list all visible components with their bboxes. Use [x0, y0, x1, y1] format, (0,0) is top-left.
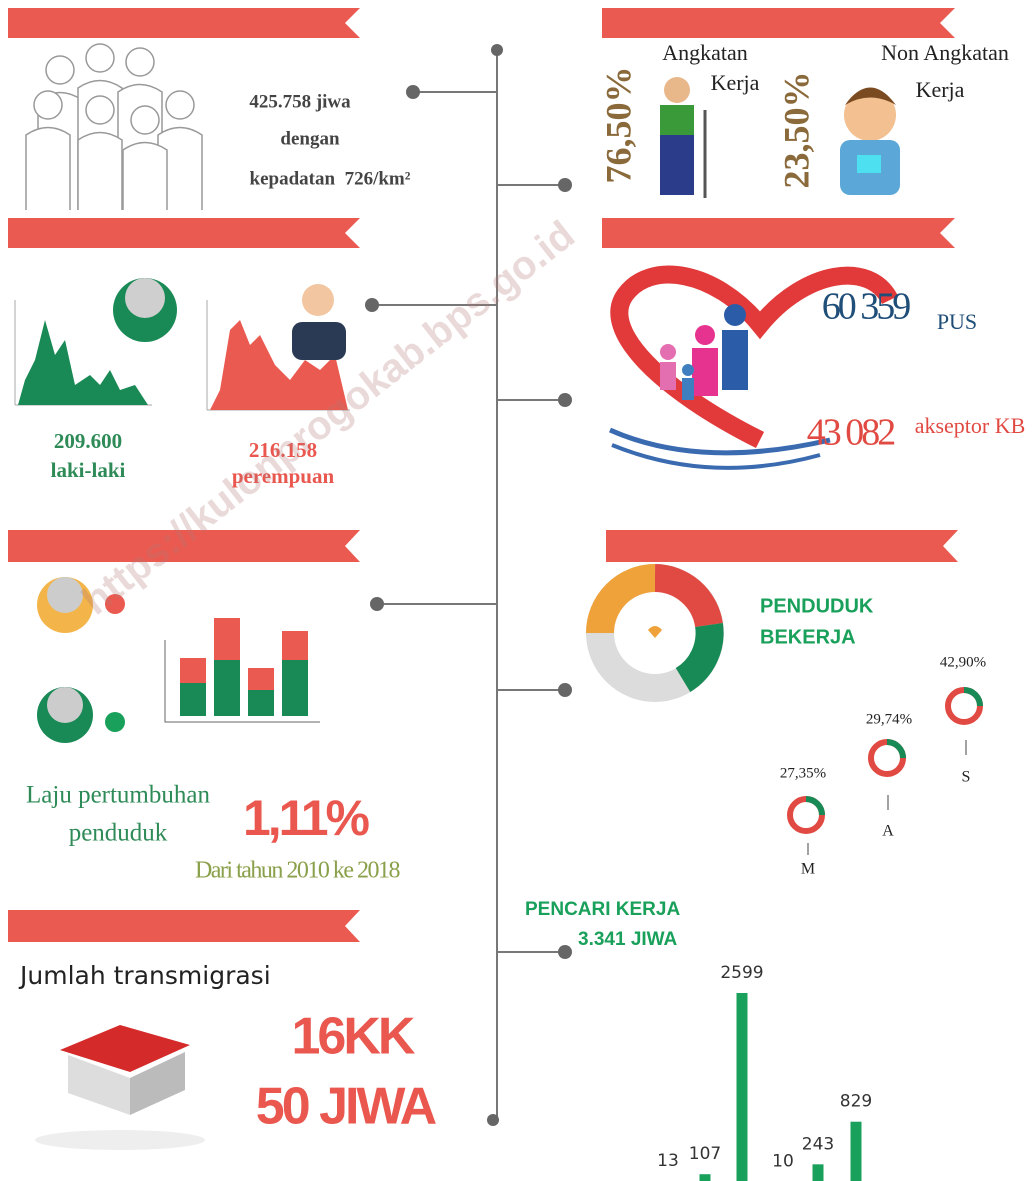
job-seekers-title: PENCARI KERJA	[525, 899, 680, 920]
female-area-chart	[206, 284, 350, 411]
growth-illustration	[37, 577, 320, 743]
house-icon	[35, 1025, 205, 1150]
kb-label: akseptor KB	[915, 413, 1026, 438]
timeline-dot	[487, 1114, 499, 1126]
ribbon	[606, 530, 958, 562]
population-density: kepadatan 726/km²	[250, 168, 411, 189]
transmigration-title: Jumlah transmigrasi	[18, 961, 271, 990]
non-labor-pct: 23,50%	[776, 72, 816, 189]
transmigration-people: 50 JIWA	[256, 1078, 437, 1136]
job-seekers-total: 3.341 JIWA	[578, 929, 678, 950]
female-total: 216.158	[249, 438, 317, 462]
non-labor-label: Kerja	[916, 77, 965, 102]
population-total: 425.758 jiwa	[249, 91, 351, 112]
mini-donuts	[787, 687, 983, 855]
bar	[850, 1121, 862, 1181]
boy-icon	[840, 87, 900, 195]
growth-label: Laju pertumbuhan	[26, 782, 210, 809]
employed-letter: M	[801, 861, 815, 878]
pus-count: 60 359	[822, 286, 911, 328]
ribbon	[8, 8, 360, 38]
labor-label: Angkatan	[662, 40, 748, 65]
employed-donut	[586, 564, 724, 702]
labor-pct: 76,50%	[598, 67, 638, 184]
bar-value-label: 243	[802, 1134, 834, 1154]
bar	[736, 993, 748, 1181]
connectors	[365, 85, 572, 959]
non-labor-label: Non Angkatan	[881, 40, 1009, 65]
worker-icon	[660, 77, 707, 198]
growth-label: penduduk	[69, 820, 168, 847]
ribbon	[8, 530, 360, 562]
crowd-icon	[25, 43, 203, 210]
bar	[812, 1164, 824, 1181]
growth-rate: 1,11%	[243, 790, 370, 846]
bar	[699, 1174, 711, 1181]
male-area-chart	[14, 278, 177, 406]
employed-pct: 42,90%	[940, 654, 986, 670]
employed-pct: 27,35%	[780, 765, 826, 781]
employed-title: PENDUDUK	[760, 595, 874, 617]
pus-label: PUS	[937, 309, 977, 334]
growth-period: Dari tahun 2010 ke 2018	[195, 858, 401, 884]
bar-value-label: 10	[772, 1151, 794, 1171]
employed-letter: A	[882, 823, 894, 840]
bar-value-label: 829	[840, 1092, 872, 1112]
male-total: 209.600	[54, 429, 122, 453]
timeline-dot	[491, 44, 503, 56]
ribbon	[602, 8, 955, 38]
population-connector: dengan	[280, 128, 340, 149]
ribbon	[8, 218, 360, 248]
bar-value-label: 13	[657, 1151, 679, 1171]
labor-label: Kerja	[711, 70, 760, 95]
male-label: laki-laki	[51, 458, 126, 482]
ribbon	[8, 910, 360, 942]
ribbon	[602, 218, 955, 248]
family-heart-logo	[608, 265, 899, 470]
employed-title: BEKERJA	[760, 626, 856, 648]
female-label: perempuan	[232, 464, 335, 488]
kb-count: 43 082	[807, 412, 895, 454]
employed-letter: S	[962, 769, 971, 786]
bar-value-label: 2599	[720, 963, 763, 983]
transmigration-families: 16KK	[292, 1008, 416, 1066]
employed-pct: 29,74%	[866, 711, 912, 727]
bar-value-label: 107	[689, 1144, 721, 1164]
